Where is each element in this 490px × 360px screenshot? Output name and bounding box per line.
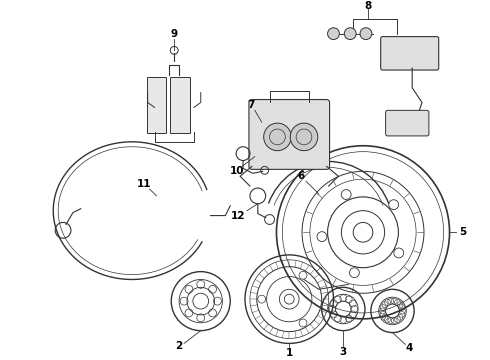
Text: 6: 6 <box>297 171 305 181</box>
Circle shape <box>290 123 318 151</box>
Text: 12: 12 <box>231 211 245 221</box>
Circle shape <box>264 123 291 151</box>
Text: 7: 7 <box>247 100 255 111</box>
Text: 5: 5 <box>460 227 467 237</box>
Text: 11: 11 <box>137 179 151 189</box>
Circle shape <box>344 28 356 40</box>
FancyBboxPatch shape <box>147 77 166 133</box>
FancyBboxPatch shape <box>249 99 330 169</box>
FancyBboxPatch shape <box>170 77 190 133</box>
Text: 2: 2 <box>175 341 183 351</box>
Text: 9: 9 <box>171 29 178 39</box>
Circle shape <box>328 28 340 40</box>
Text: 1: 1 <box>286 348 293 358</box>
Text: 8: 8 <box>364 1 371 11</box>
FancyBboxPatch shape <box>386 111 429 136</box>
Text: 4: 4 <box>406 343 413 353</box>
Circle shape <box>360 28 372 40</box>
Text: 3: 3 <box>340 347 347 357</box>
Text: 10: 10 <box>230 166 245 176</box>
FancyBboxPatch shape <box>381 37 439 70</box>
